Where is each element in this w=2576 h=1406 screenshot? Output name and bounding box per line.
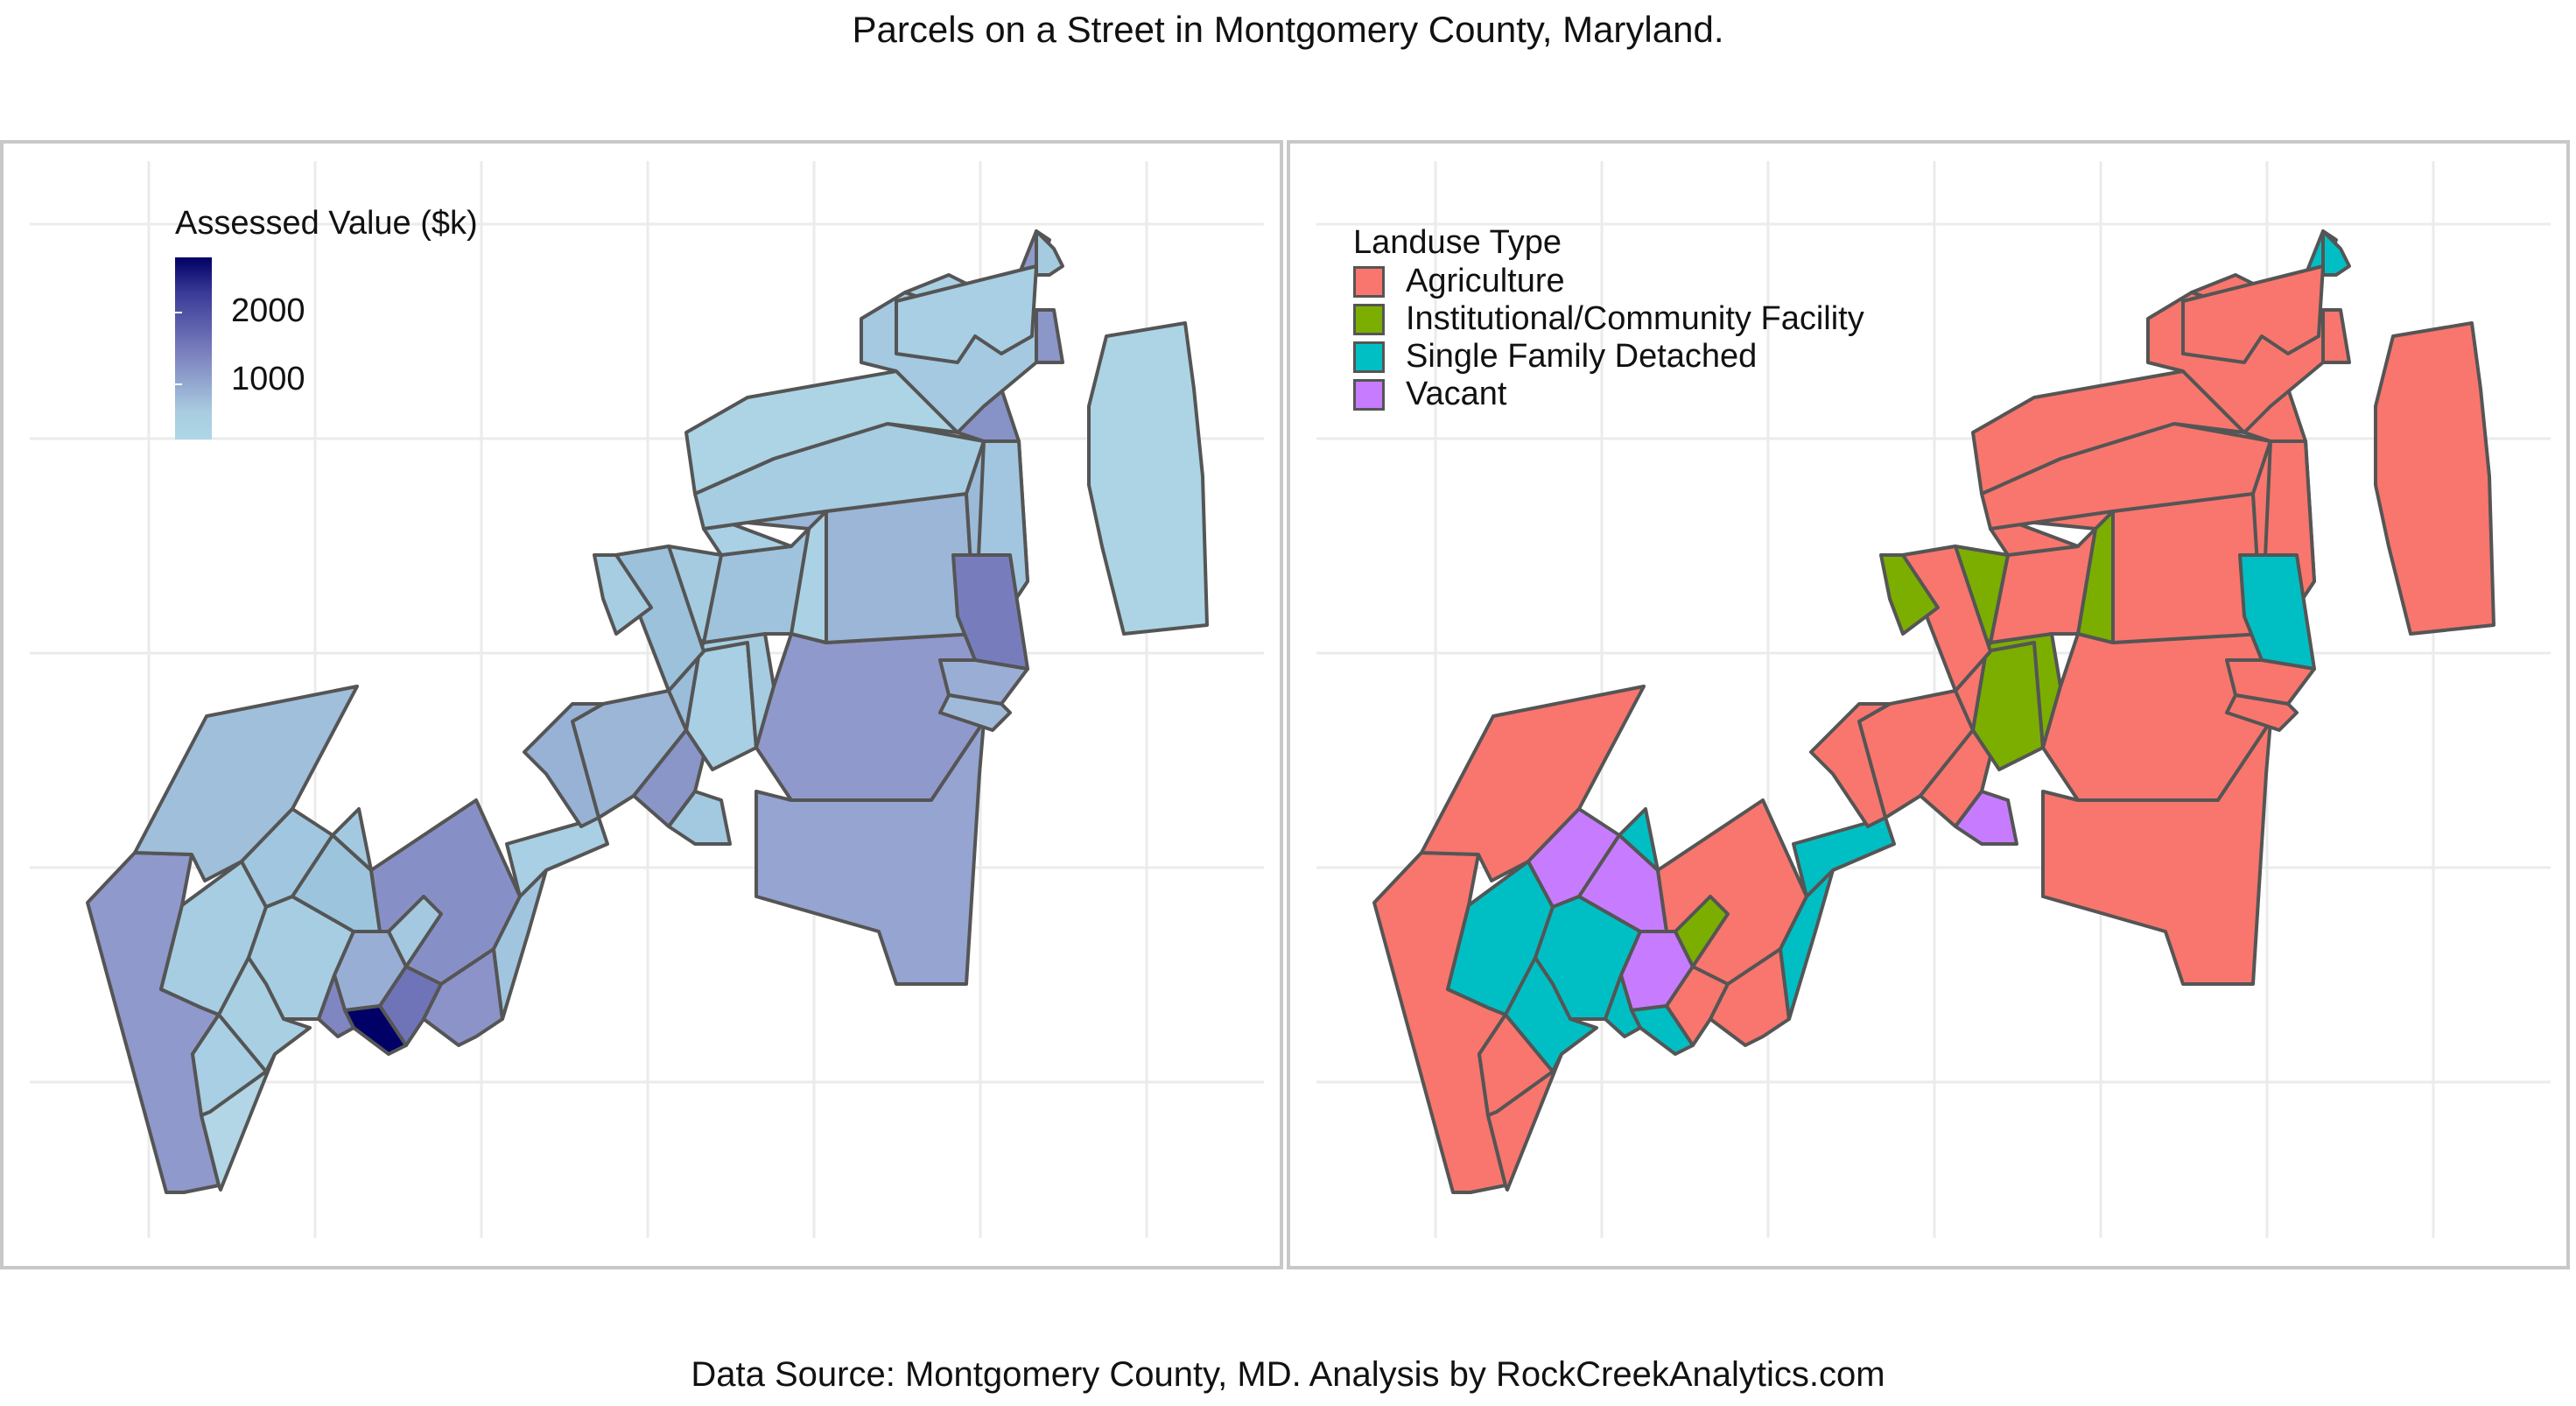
legend-assessed-value: Assessed Value ($k) 2000 1000 (175, 205, 478, 439)
parcel-agriculture (2321, 308, 2351, 364)
parcel (523, 702, 605, 828)
parcel (938, 658, 1029, 706)
parcel-agriculture (1971, 369, 2246, 496)
legend-tick-mark (175, 383, 182, 385)
legend-label: Single Family Detached (1406, 338, 1758, 375)
parcel (1087, 321, 1209, 636)
parcel (1035, 229, 1064, 277)
legend-item-single-family: Single Family Detached (1353, 338, 1864, 375)
chart-title: Parcels on a Street in Montgomery County… (852, 9, 1724, 50)
parcel-vacant (1954, 790, 2018, 846)
parcel-agriculture (2374, 321, 2495, 636)
parcel (684, 369, 959, 496)
legend-label: Agriculture (1406, 263, 1565, 299)
parcel (492, 868, 548, 1021)
parcel-agriculture (2181, 264, 2325, 364)
parcel (614, 545, 705, 692)
parcels (1372, 229, 2495, 1194)
legend-label: Institutional/Community Facility (1406, 300, 1864, 337)
parcel-single-family (1504, 956, 1598, 1073)
parcel (593, 553, 653, 636)
parcel (217, 956, 312, 1073)
grid-lines (1316, 161, 2551, 1238)
parcel (343, 1004, 408, 1056)
parcel-agriculture (2225, 693, 2299, 732)
parcel (755, 720, 986, 986)
legend-title: Landuse Type (1353, 224, 1562, 261)
parcel-single-family (1792, 816, 1896, 898)
legend-item-agriculture: Agriculture (1353, 263, 1864, 299)
parcel-institutional (1674, 895, 1730, 968)
legend-swatch (1353, 265, 1385, 298)
parcel (895, 264, 1038, 364)
parcel (1035, 308, 1064, 364)
map-assessed-value (30, 161, 1264, 1238)
legend-tick-mark (175, 312, 182, 313)
parcel (667, 790, 732, 846)
parcel-agriculture (1901, 545, 1992, 692)
legend-tick-2000: 2000 (231, 292, 305, 329)
legend-title: Assessed Value ($k) (175, 205, 478, 242)
parcels (86, 229, 1209, 1194)
legend-item-institutional: Institutional/Community Facility (1353, 300, 1864, 337)
legend-swatch (1353, 378, 1385, 411)
legend-label: Vacant (1406, 376, 1507, 412)
parcel-single-family (1779, 868, 1835, 1021)
parcel-single-family (2321, 229, 2351, 277)
parcel (387, 895, 443, 968)
legend-landuse: Landuse Type Agriculture Institutional/C… (1353, 224, 1864, 412)
legend-item-vacant: Vacant (1353, 376, 1864, 412)
caption-source: Data Source: Montgomery County, MD. Anal… (691, 1355, 1885, 1394)
map-landuse (1316, 161, 2551, 1238)
parcel (505, 816, 609, 898)
parcel-agriculture (1809, 702, 1892, 828)
parcel (331, 807, 373, 872)
parcel-single-family (1618, 807, 1660, 872)
parcel-institutional (1879, 553, 1940, 636)
map-panel-landuse: Landuse Type Agriculture Institutional/C… (1287, 140, 2570, 1269)
parcel-agriculture (2225, 658, 2316, 706)
legend-swatch (1353, 341, 1385, 373)
parcel-single-family (1630, 1004, 1695, 1056)
map-panel-assessed-value: Assessed Value ($k) 2000 1000 (0, 140, 1283, 1269)
parcel-agriculture (2041, 720, 2272, 986)
legend-swatch (1353, 303, 1385, 335)
legend-tick-1000: 1000 (231, 361, 305, 397)
parcel (938, 693, 1012, 732)
legend-colorbar (175, 257, 212, 439)
